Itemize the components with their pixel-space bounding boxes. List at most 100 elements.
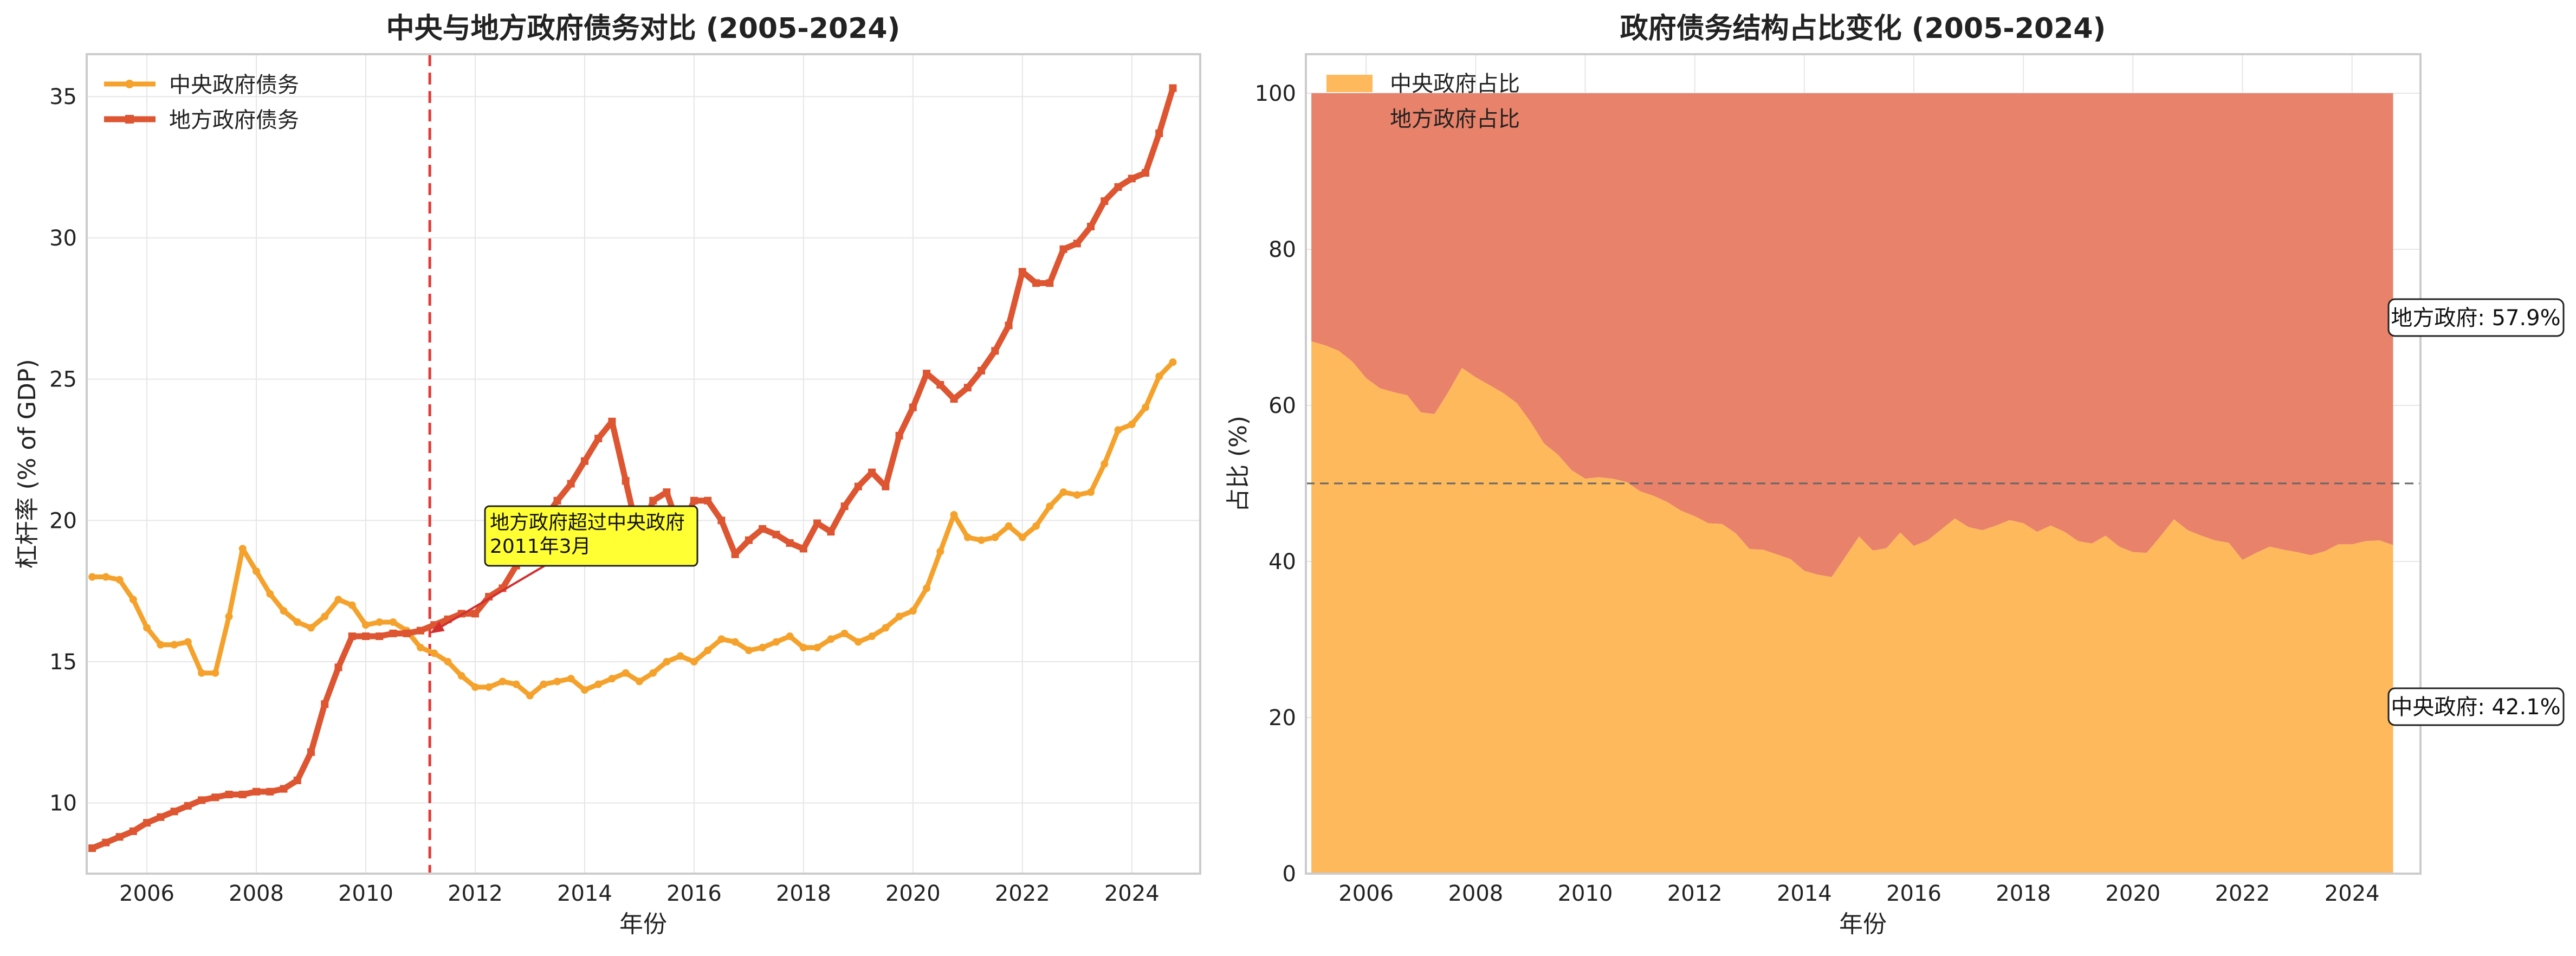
local-debt-point [813,519,821,527]
central-debt-point [1101,460,1109,468]
local-debt-point [663,488,671,496]
legend-local-debt: 地方政府债务 [169,108,299,133]
left-x-tick-label: 2018 [776,881,831,906]
local-debt-point [321,700,329,708]
central-debt-point [895,612,903,621]
right-chart-title: 政府债务结构占比变化 (2005-2024) [1620,12,2106,45]
legend-local-share: 地方政府占比 [1390,107,1520,132]
local-debt-point [1005,321,1013,330]
local-debt-point [963,384,972,392]
central-debt-point [978,536,986,544]
local-debt-point [184,802,192,810]
local-debt-point [471,610,479,618]
local-debt-point [170,808,178,816]
right-x-tick-label: 2016 [1886,881,1941,906]
central-debt-point [813,643,821,651]
left-x-tick-label: 2010 [338,881,393,906]
local-debt-point [362,632,370,641]
central-debt-point [1059,488,1067,496]
left-plot-frame [86,53,1201,875]
annotation-arrow-head [430,622,445,634]
left-x-tick-label: 2022 [995,881,1050,906]
left-y-tick-label: 15 [49,650,77,675]
central-debt-point [580,686,588,694]
central-debt-point [280,607,288,615]
left-plot-background [87,54,1200,874]
local-debt-point [567,480,575,488]
local-debt-point [280,785,288,793]
local-debt-point [389,629,397,637]
local-debt-point [854,482,862,490]
central-debt-point [786,632,794,641]
local-debt-point [334,663,342,671]
central-end-label-box [2387,687,2565,726]
local-debt-point [307,748,315,756]
central-debt-point [526,692,534,700]
central-debt-point [1046,502,1054,511]
local-debt-point [1142,169,1150,177]
local-debt-point [376,632,384,641]
central-debt-point [238,545,247,553]
local-debt-point [909,403,917,411]
left-y-axis-label: 杠杆率 (% of GDP) [14,359,41,569]
left-y-tick-label: 20 [49,508,77,533]
local-debt-point [608,417,616,425]
central-debt-point [307,624,315,632]
local-debt-point [690,496,698,505]
central-debt-point [1128,421,1136,429]
local-debt-point [143,819,151,827]
central-share-area [1311,341,2393,874]
annotation-box [484,505,698,567]
annotation-arrow [441,565,546,628]
right-x-tick-label: 2012 [1667,881,1723,906]
local-debt-point [991,347,999,355]
central-debt-point [635,677,643,686]
central-debt-point [868,632,876,641]
left-series-layer [88,84,1177,852]
legend-local-share-swatch [1326,109,1373,127]
local-debt-point [157,813,165,821]
central-debt-point [622,669,630,677]
right-y-tick-label: 40 [1268,550,1296,574]
local-debt-point [553,496,561,505]
local-debt-point [211,793,219,802]
central-debt-point [115,576,124,584]
local-debt-point [950,395,958,403]
local-debt-point [923,370,931,378]
central-debt-point [485,683,493,691]
central-debt-point [457,672,465,680]
left-y-tick-label: 25 [49,367,77,392]
local-debt-point [1101,197,1109,205]
local-debt-point [238,791,247,799]
local-debt-point [704,496,712,505]
local-debt-point [1169,84,1177,92]
central-debt-point [731,638,739,646]
central-debt-point [950,511,958,519]
local-debt-point [253,787,261,796]
central-debt-point [376,618,384,626]
right-x-tick-label: 2006 [1338,881,1394,906]
central-debt-point [198,669,206,677]
right-chart-panel: 2006 2008 2010 2012 2014 2016 2018 2020 2022 2024… [1225,12,2565,938]
central-debt-point [1155,372,1163,380]
central-debt-point [717,635,726,643]
right-y-tick-label: 0 [1283,862,1296,887]
central-debt-point [444,657,452,666]
local-debt-point [293,776,301,784]
central-debt-point [88,573,96,581]
local-end-label: 地方政府: 57.9% [2387,298,2565,337]
central-debt-point [854,638,862,646]
legend-local-marker [125,115,134,124]
central-debt-point [253,567,261,576]
central-debt-point [745,647,753,655]
central-debt-point [321,612,329,621]
central-debt-point [1087,488,1095,496]
right-x-tick-label: 2014 [1777,881,1832,906]
local-debt-point [1155,129,1163,137]
local-debt-point [88,844,96,852]
crossover-annotation: 地方政府超过中央政府 2011年3月 [430,505,698,634]
central-debt-point [1142,403,1150,411]
central-debt-point [676,652,684,660]
central-debt-point [772,638,780,646]
right-y-tick-label: 20 [1268,706,1296,731]
